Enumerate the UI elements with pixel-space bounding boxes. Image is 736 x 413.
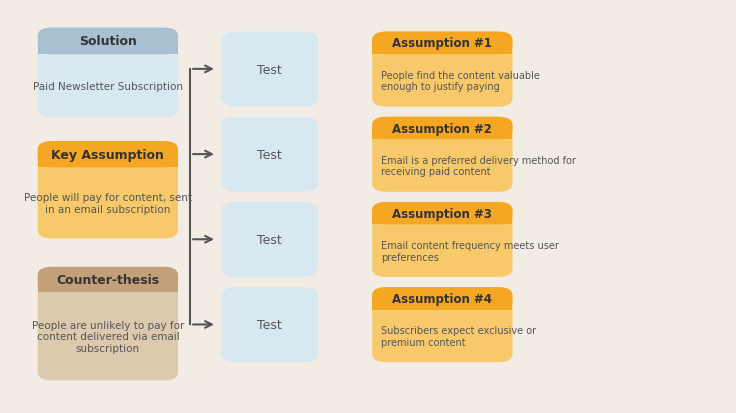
Text: People are unlikely to pay for
content delivered via email
subscription: People are unlikely to pay for content d…: [32, 320, 184, 353]
Text: Email is a preferred delivery method for
receiving paid content: Email is a preferred delivery method for…: [381, 155, 576, 177]
FancyBboxPatch shape: [38, 28, 178, 117]
Text: Solution: Solution: [79, 35, 137, 48]
FancyBboxPatch shape: [372, 287, 512, 362]
Text: Test: Test: [258, 148, 282, 161]
Text: People find the content valuable
enough to justify paying: People find the content valuable enough …: [381, 70, 539, 92]
Bar: [38, 40, 178, 55]
FancyBboxPatch shape: [38, 28, 178, 55]
Bar: [38, 154, 178, 168]
FancyBboxPatch shape: [222, 33, 318, 107]
Text: Key Assumption: Key Assumption: [52, 148, 164, 161]
FancyBboxPatch shape: [372, 117, 512, 140]
Bar: [372, 213, 512, 225]
FancyBboxPatch shape: [372, 33, 512, 107]
FancyBboxPatch shape: [372, 33, 512, 55]
Bar: [372, 128, 512, 140]
Text: Test: Test: [258, 318, 282, 331]
FancyBboxPatch shape: [372, 202, 512, 277]
FancyBboxPatch shape: [372, 287, 512, 310]
Bar: [372, 297, 512, 310]
FancyBboxPatch shape: [38, 142, 178, 239]
Text: Paid Newsletter Subscription: Paid Newsletter Subscription: [33, 81, 183, 91]
Text: Email content frequency meets user
preferences: Email content frequency meets user prefe…: [381, 240, 559, 262]
FancyBboxPatch shape: [222, 117, 318, 192]
FancyBboxPatch shape: [38, 267, 178, 292]
FancyBboxPatch shape: [372, 117, 512, 192]
FancyBboxPatch shape: [372, 202, 512, 225]
Text: Assumption #4: Assumption #4: [392, 292, 492, 305]
Text: Test: Test: [258, 233, 282, 247]
Text: People will pay for content, sent
in an email subscription: People will pay for content, sent in an …: [24, 192, 192, 214]
Text: Subscribers expect exclusive or
premium content: Subscribers expect exclusive or premium …: [381, 325, 536, 347]
FancyBboxPatch shape: [38, 267, 178, 380]
Text: Assumption #3: Assumption #3: [392, 207, 492, 220]
Bar: [372, 43, 512, 55]
FancyBboxPatch shape: [222, 287, 318, 362]
FancyBboxPatch shape: [222, 202, 318, 277]
Text: Counter-thesis: Counter-thesis: [57, 273, 160, 286]
Bar: [38, 278, 178, 292]
Text: Assumption #2: Assumption #2: [392, 122, 492, 135]
Text: Test: Test: [258, 64, 282, 76]
Text: Assumption #1: Assumption #1: [392, 37, 492, 50]
FancyBboxPatch shape: [38, 142, 178, 168]
